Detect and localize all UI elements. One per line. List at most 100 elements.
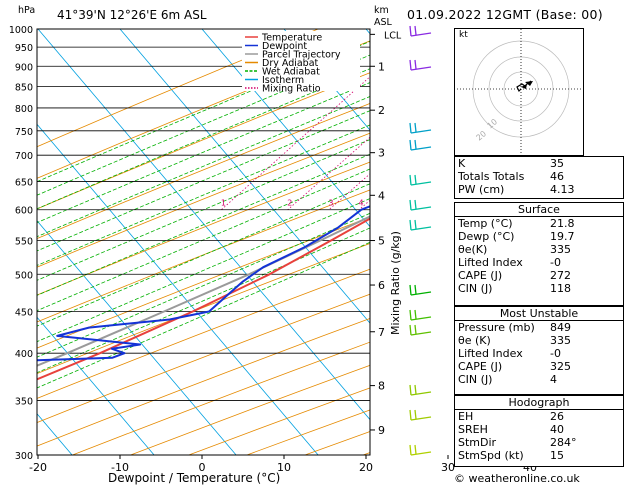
wind-barb-feather — [409, 139, 412, 151]
series-group — [37, 205, 370, 381]
x-axis-label: Dewpoint / Temperature (°C) — [108, 471, 280, 485]
wind-barb-feather — [409, 324, 412, 336]
wet-adiabat-line — [37, 41, 370, 183]
mixing-ratio-tick-label: 4 — [359, 199, 364, 208]
surface-title: Surface — [518, 203, 560, 216]
wind-barb — [410, 129, 432, 134]
hodo-row: SREH 40 — [458, 423, 564, 436]
indices-panel: K 35 Totals Totals 46 PW (cm) 4.13 — [454, 156, 624, 199]
mixing-ratio-tick-label: 8 — [435, 199, 440, 208]
series-line-temperature — [37, 217, 370, 381]
dry-adiabat-line — [37, 40, 370, 179]
wet-adiabat-line — [37, 54, 370, 196]
wind-barb-feather — [414, 409, 417, 420]
x-tick-label: -10 — [111, 461, 129, 474]
mu-row: θe (K) 335 — [458, 334, 571, 347]
svg-text:20: 20 — [475, 129, 489, 142]
mu-row: CIN (J) 4 — [458, 373, 557, 386]
legend-label: Isotherm — [262, 75, 304, 86]
wind-barb-feather — [414, 59, 417, 70]
wet-adiabat-line — [37, 82, 370, 224]
height-tick-label: 2 — [378, 104, 385, 117]
x-tick-label: 10 — [277, 461, 291, 474]
pressure-tick-label: 850 — [15, 83, 33, 94]
pressure-tick-label: 500 — [15, 270, 33, 281]
axes: 3003504004505005506006507007508008509009… — [9, 25, 537, 474]
x-tick-label: -20 — [29, 461, 47, 474]
wind-barb-feather — [414, 139, 417, 150]
wind-barb-feather — [409, 409, 412, 421]
isotherm-line — [37, 413, 73, 455]
indices-row: Totals Totals 46 — [458, 170, 564, 183]
pressure-tick-label: 1000 — [9, 25, 33, 36]
wind-barb-feather — [414, 309, 417, 320]
wind-barb-feather — [409, 25, 412, 37]
wind-barb-feather — [414, 199, 417, 210]
isotherm-line — [119, 29, 370, 324]
dry-adiabat-line — [37, 268, 370, 399]
height-tick-label: 7 — [378, 326, 385, 339]
legend-label: Wet Adiabat — [262, 67, 320, 78]
surface-panel: Surface Temp (°C) 21.8 Dewp (°C) 19.7 θe(K… — [454, 202, 624, 306]
dry-adiabat-line — [37, 243, 370, 375]
pressure-tick-label: 600 — [15, 206, 33, 217]
most-unstable-title: Most Unstable — [499, 307, 579, 320]
height-tick-label: 4 — [378, 189, 385, 202]
svg-text:10: 10 — [486, 117, 500, 130]
hodo-row: StmSpd (kt) 15 — [458, 449, 564, 462]
wind-barb — [410, 451, 432, 456]
mixing-ratio-tick-label: 3 — [328, 199, 333, 208]
indices-row: PW (cm) 4.13 — [458, 183, 575, 196]
pressure-tick-label: 800 — [15, 104, 33, 115]
surface-row: Temp (°C) 21.8 — [458, 217, 575, 230]
wind-barb-feather — [414, 219, 417, 230]
hodo-row: StmDir 284° — [458, 436, 577, 449]
hodograph-panel: Hodograph EH 26 SREH 40 StmDir 284° StmSpd … — [454, 395, 624, 467]
surface-row: θe(K) 335 — [458, 243, 571, 256]
wind-barb-feather — [409, 199, 412, 211]
location-title: 41°39'N 12°26'E 6m ASL — [57, 8, 207, 22]
mixing-ratio-axis-label: Mixing Ratio (g/kg) — [389, 231, 402, 335]
legend-box — [242, 31, 360, 91]
pressure-tick-label: 550 — [15, 237, 33, 248]
asl-label: ASL — [374, 17, 393, 28]
pressure-tick-label: 650 — [15, 177, 33, 188]
legend-label: Mixing Ratio — [262, 84, 321, 95]
pressure-tick-label: 900 — [15, 62, 33, 73]
wind-barbs — [409, 25, 432, 456]
wind-barb-feather — [414, 174, 417, 185]
height-tick-label: 9 — [378, 424, 385, 437]
wind-barb — [410, 416, 432, 421]
wind-barb — [410, 181, 432, 186]
wind-barb-feather — [414, 444, 417, 455]
isotherm-line — [37, 29, 370, 421]
wind-barb — [410, 146, 432, 151]
surface-row: CIN (J) 118 — [458, 282, 571, 295]
series-line-parcel-trajectory — [37, 215, 370, 367]
wind-barb-feather — [409, 284, 412, 296]
wet-adiabat-line — [37, 227, 370, 374]
legend-label: Temperature — [261, 33, 322, 44]
mu-row: Lifted Index -0 — [458, 347, 561, 360]
mixing-ratio-tick-label: 2 — [287, 199, 292, 208]
x-tick-label: 0 — [199, 461, 206, 474]
hodograph-plot: 10 20 — [457, 29, 583, 155]
most-unstable-panel: Most Unstable Pressure (mb) 849 θe (K) 335… — [454, 306, 624, 395]
wind-barb — [410, 66, 432, 71]
footer-credit: © weatheronline.co.uk — [454, 472, 580, 485]
mu-row: CAPE (J) 325 — [458, 360, 571, 373]
surface-row: Lifted Index -0 — [458, 256, 561, 269]
hodo-row: EH 26 — [458, 410, 564, 423]
date-label: 01.09.2022 12GMT (Base: 00) — [407, 7, 603, 22]
wind-barb — [410, 32, 432, 37]
wet-adiabat-line — [37, 198, 370, 343]
x-tick-label: 30 — [441, 461, 455, 474]
legend-label: Dewpoint — [262, 41, 307, 52]
wind-barb-feather — [409, 59, 412, 71]
x-tick-label: 20 — [359, 461, 373, 474]
indices-row: K 35 — [458, 157, 564, 170]
wind-barb-feather — [409, 174, 412, 186]
dry-adiabat-line — [37, 318, 370, 447]
pressure-tick-label: 300 — [15, 451, 33, 462]
wind-barb-feather — [414, 284, 417, 295]
